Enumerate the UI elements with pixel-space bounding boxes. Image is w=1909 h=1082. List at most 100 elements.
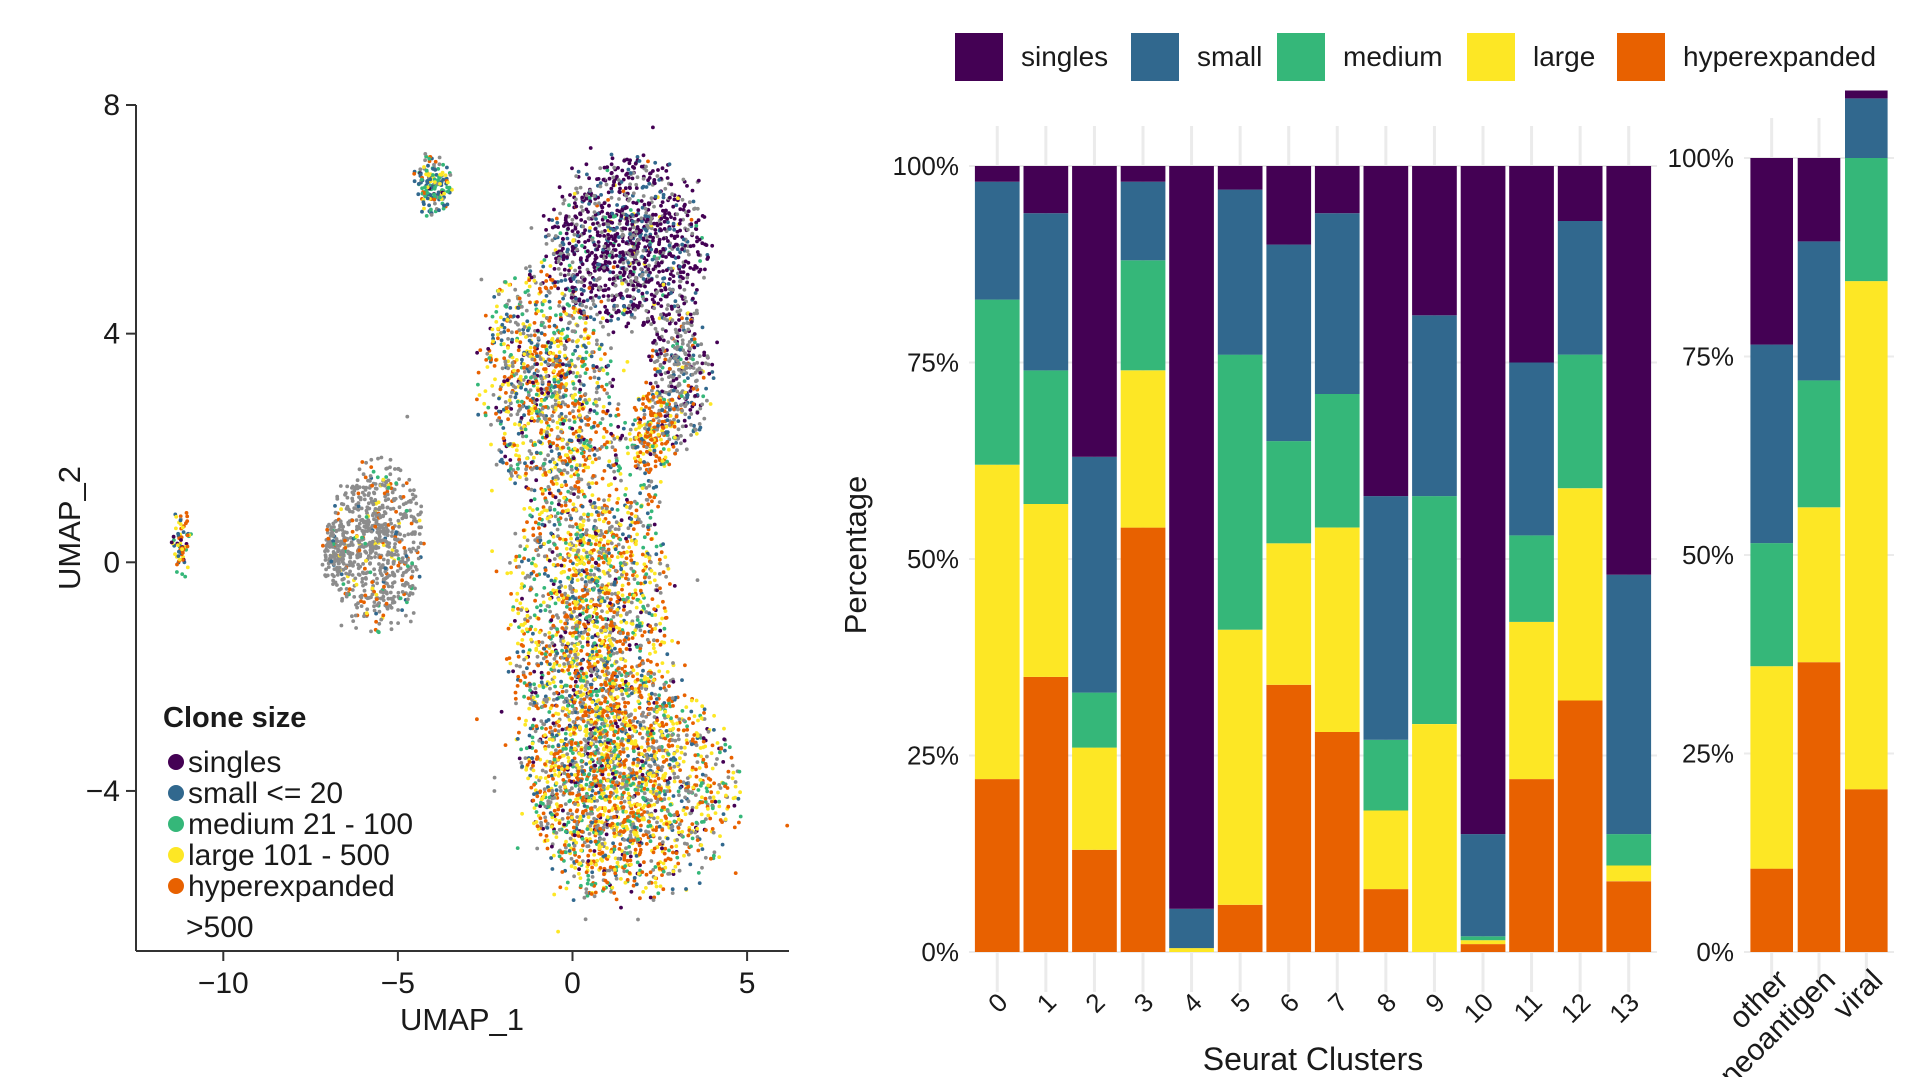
umap-point [726,804,731,809]
umap-point [523,290,528,295]
umap-point [517,422,522,427]
umap-point [607,868,612,873]
umap-point [516,466,520,471]
umap-point [600,384,604,389]
umap-point [626,451,630,456]
umap-point [575,323,580,328]
umap-point [673,864,678,869]
umap-point [520,596,524,601]
umap-point [660,765,665,769]
umap-point [633,725,638,729]
umap-point [607,510,612,514]
umap-point [628,554,633,558]
umap-point [660,661,665,665]
umap-point [588,550,593,555]
umap-point [503,280,508,284]
umap-point [601,509,606,514]
umap-point [597,843,602,848]
umap-point [564,312,569,316]
umap-point [544,740,549,745]
umap-point [638,803,642,807]
umap-point [664,615,669,620]
umap-point [542,586,547,590]
umap-point [573,773,577,777]
umap-point [592,624,597,628]
umap-point [538,412,543,417]
umap-point [619,786,623,790]
umap-point [534,392,539,397]
umap-point [633,628,638,633]
umap-point [517,403,522,408]
umap-point [594,538,599,542]
umap-point [619,739,624,744]
umap-point [554,835,559,839]
umap-point [619,742,624,746]
umap-point [586,541,591,546]
umap-point [534,640,538,645]
umap-point [554,733,559,738]
umap-point [671,661,675,665]
umap-point [600,850,605,855]
umap-point [568,532,573,537]
umap-point [580,705,585,709]
umap-point [587,772,592,777]
umap-point [624,556,629,561]
umap-point [629,558,634,563]
umap-point [637,624,642,629]
umap-point [479,277,484,282]
umap-point [565,614,570,619]
umap-point [590,577,595,582]
umap-point [645,532,650,536]
umap-point [590,875,595,879]
umap-point [573,671,577,675]
umap-point [587,627,591,632]
umap-point [606,645,610,650]
umap-point [624,620,629,625]
umap-point [565,453,570,458]
umap-point [524,607,529,612]
umap-point [558,788,563,793]
umap-point [652,715,657,719]
umap-point [560,642,565,647]
umap-point [604,506,609,511]
umap-point [525,520,529,524]
umap-point [547,417,552,422]
umap-point [572,874,576,879]
umap-point [576,473,580,477]
umap-point [526,293,531,297]
umap-point [543,608,548,613]
umap-point [545,426,550,431]
umap-point [533,598,537,603]
umap-point [504,406,509,411]
umap-point [675,761,679,766]
umap-point [570,580,574,584]
umap-point [564,388,568,393]
umap-point [626,510,630,515]
umap-point [597,543,602,547]
umap-point [532,577,537,582]
umap-point [536,309,540,313]
umap-point [486,405,491,410]
umap-point [710,806,715,811]
umap-point [539,823,544,828]
umap-point [663,555,668,559]
umap-point [564,839,568,844]
umap-point [615,860,620,865]
umap-point [522,325,527,329]
umap-point [647,803,652,808]
umap-point [582,343,586,348]
umap-point [650,499,654,504]
umap-point [573,802,577,806]
umap-point [658,628,663,633]
umap-point [638,731,642,736]
umap-point [723,748,727,753]
umap-point [562,306,566,311]
umap-point [538,603,543,608]
umap-point [494,310,499,314]
umap-point [548,800,553,805]
umap-point [584,616,589,620]
umap-point [576,674,581,679]
umap-point [643,580,648,585]
umap-point [534,593,539,597]
